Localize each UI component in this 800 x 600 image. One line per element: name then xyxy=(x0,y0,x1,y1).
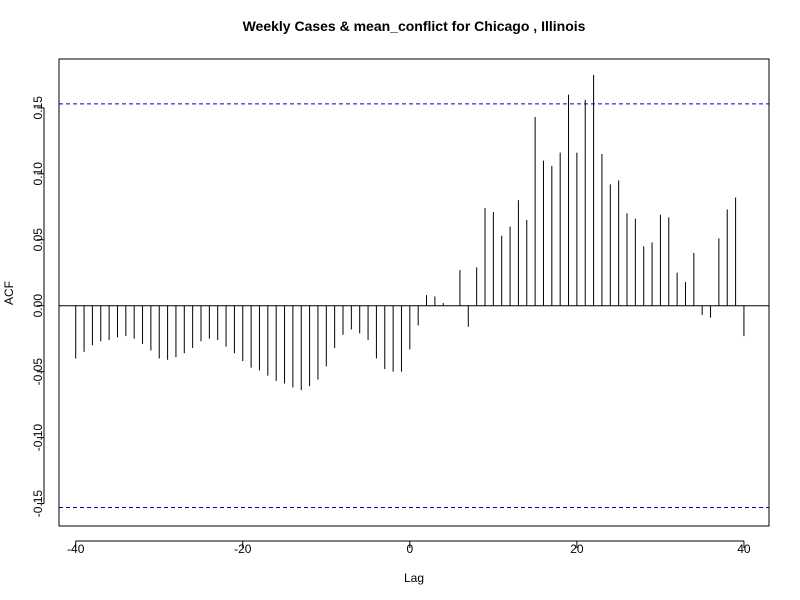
plot-frame xyxy=(58,58,770,527)
x-axis: -40 -20 0 20 40 xyxy=(67,540,751,556)
y-axis-label: ACF xyxy=(2,281,16,305)
y-tick-label: -0.05 xyxy=(31,358,45,386)
y-tick-label: 0.15 xyxy=(31,96,45,120)
x-axis-label: Lag xyxy=(404,571,424,585)
chart-title: Weekly Cases & mean_conflict for Chicago… xyxy=(243,18,586,34)
x-tick-label: 0 xyxy=(406,542,413,556)
y-tick-label: -0.10 xyxy=(31,424,45,452)
x-tick-label: 20 xyxy=(570,542,584,556)
plot-area xyxy=(59,74,769,509)
y-tick-label: -0.15 xyxy=(31,490,45,518)
y-tick-label: 0.00 xyxy=(31,294,45,318)
x-tick-label: -20 xyxy=(234,542,252,556)
y-tick-label: 0.10 xyxy=(31,162,45,186)
x-tick-label: -40 xyxy=(67,542,85,556)
y-axis: -0.15 -0.10 -0.05 0.00 0.05 0.10 0.15 xyxy=(31,96,45,517)
x-tick-label: 40 xyxy=(737,542,751,556)
y-tick-label: 0.05 xyxy=(31,228,45,252)
